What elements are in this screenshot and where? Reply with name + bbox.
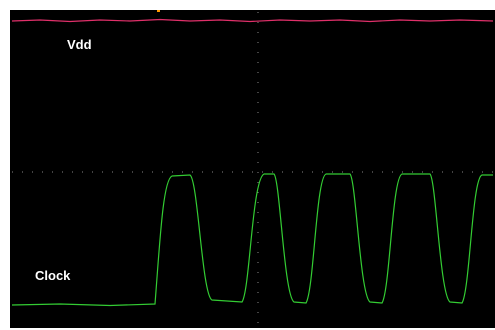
clock-trace: [11, 173, 493, 307]
trigger-marker: [157, 10, 160, 12]
vdd-label: Vdd: [67, 37, 92, 52]
clock-label: Clock: [35, 268, 71, 283]
screen-background: [10, 10, 495, 328]
vdd-trace: [11, 18, 494, 23]
